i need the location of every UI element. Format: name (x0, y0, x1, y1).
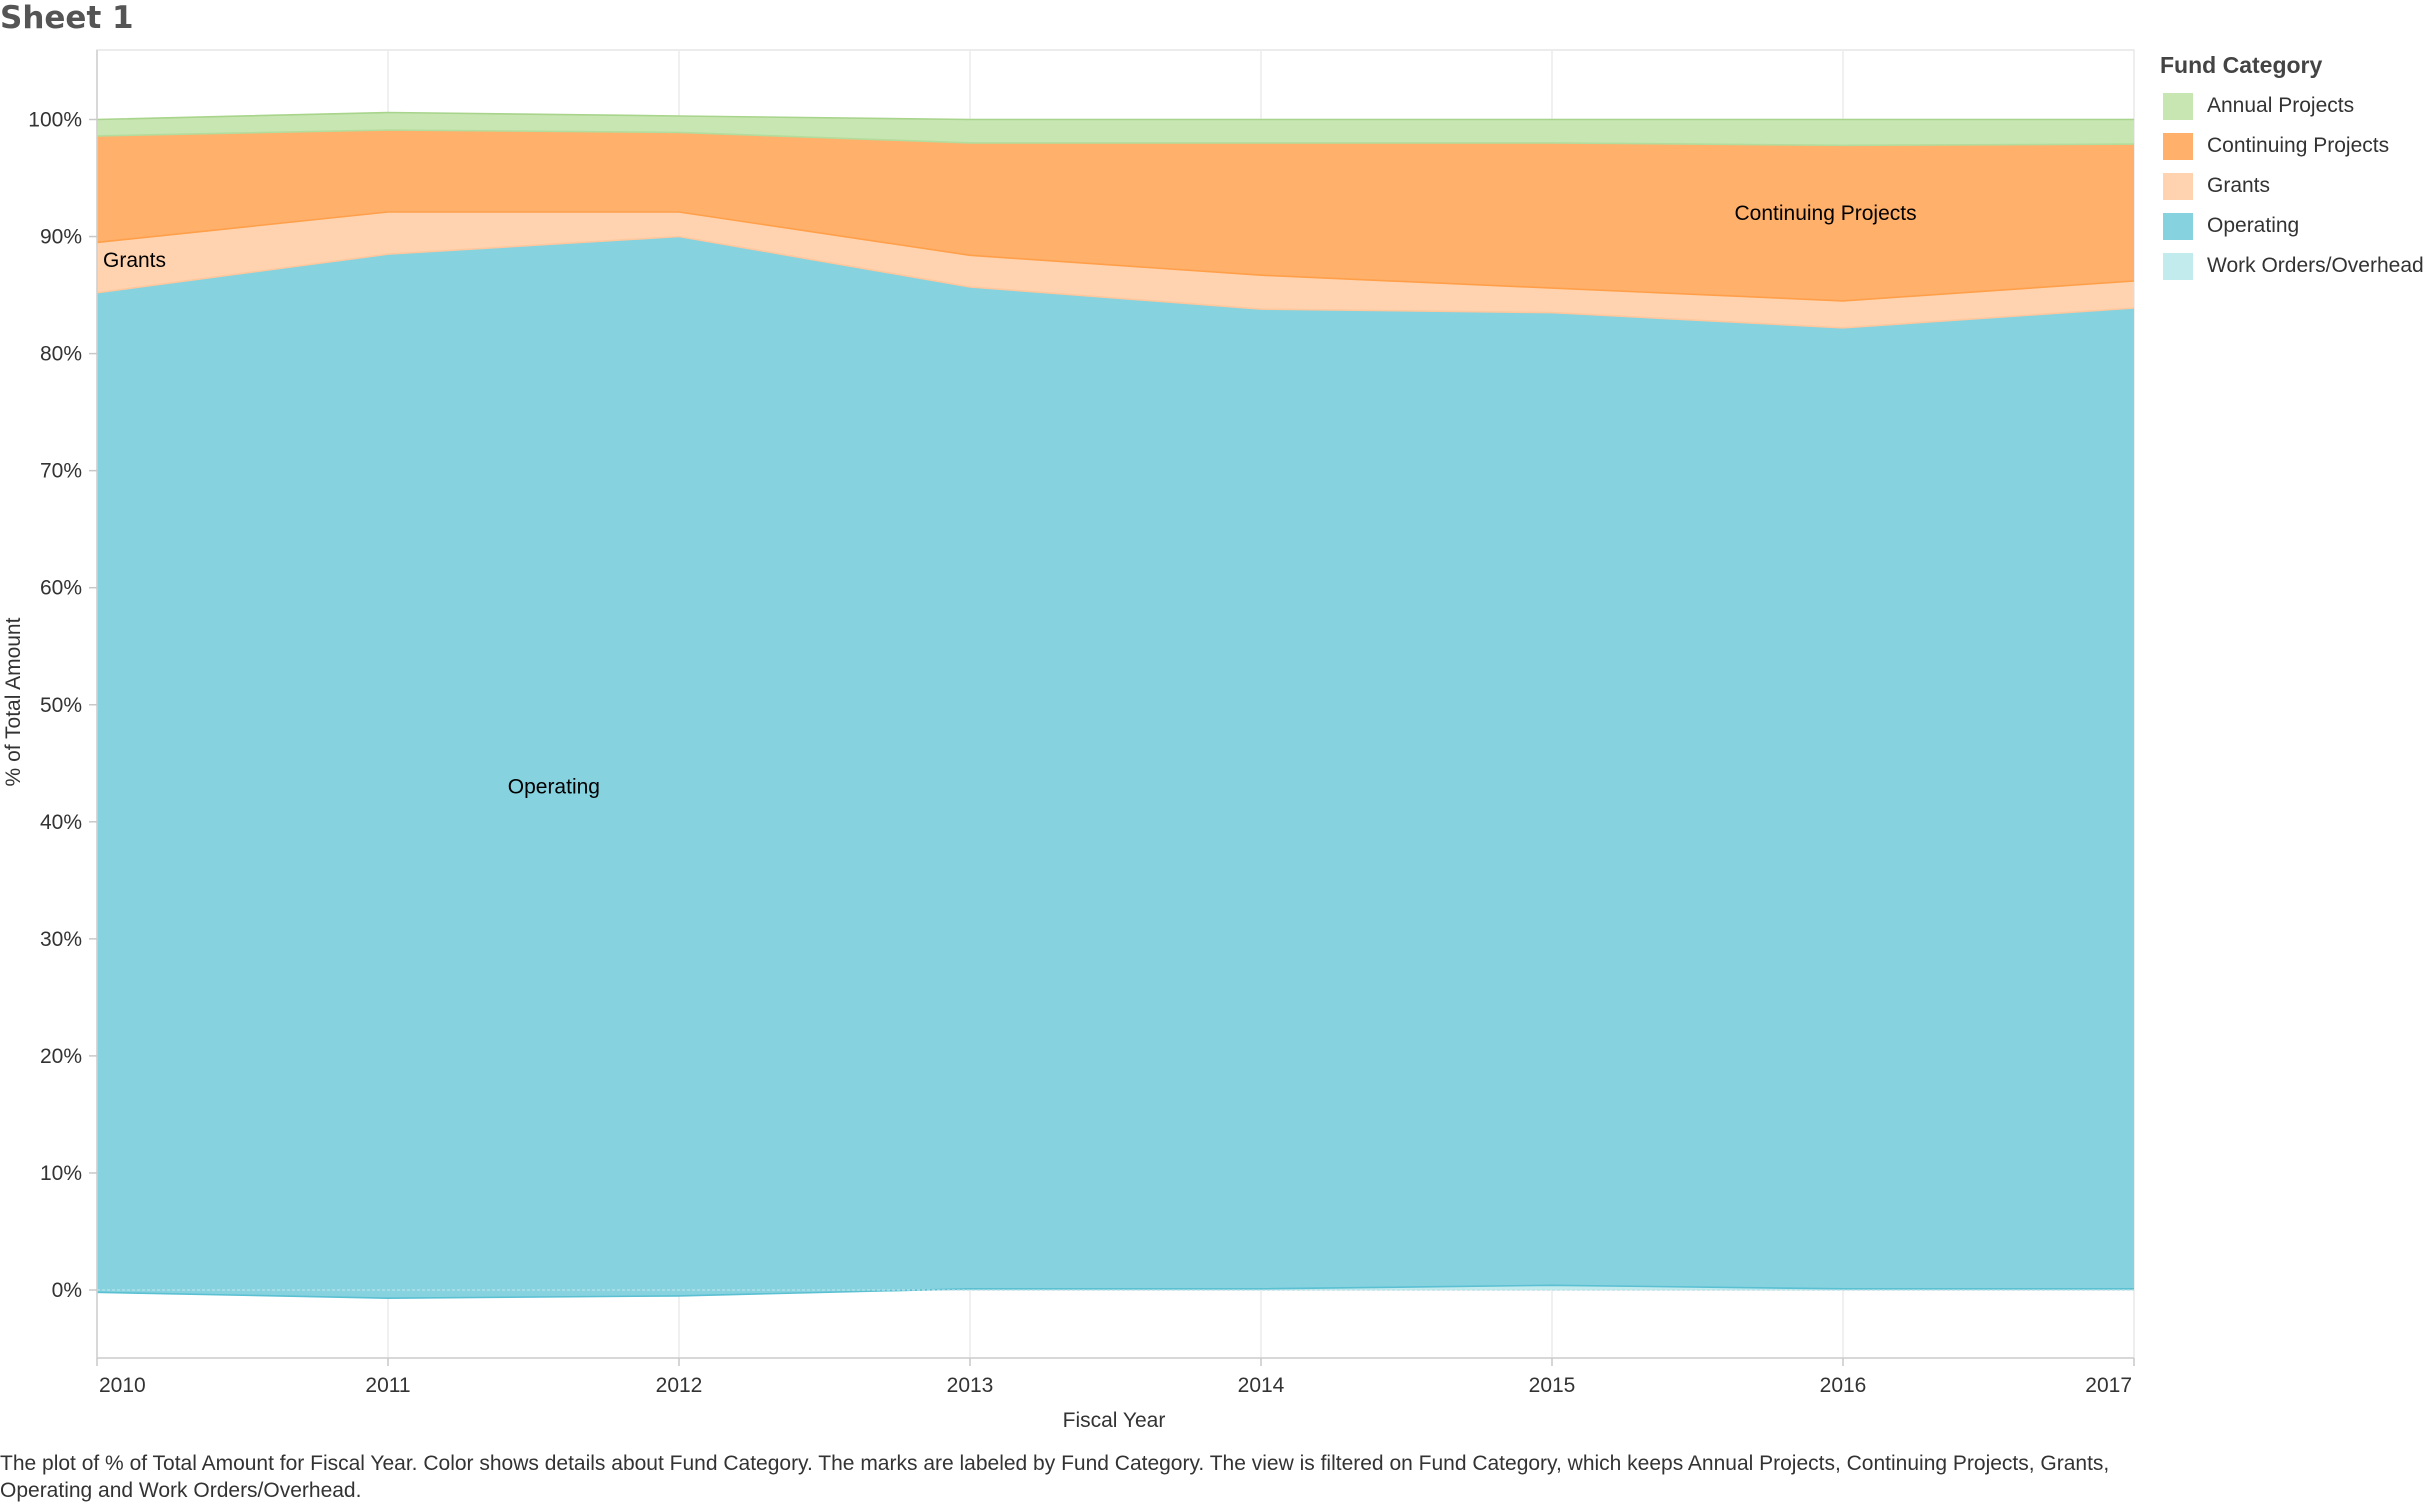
area-grants (97, 212, 2134, 328)
legend-item-operating[interactable]: Operating (2160, 206, 2428, 246)
y-tick-label: 70% (40, 460, 82, 483)
mark-label: Continuing Projects (1734, 202, 1916, 225)
legend-item-annual-projects[interactable]: Annual Projects (2160, 86, 2428, 126)
axes (89, 50, 2135, 1366)
legend-swatch (2163, 212, 2193, 240)
legend-label: Continuing Projects (2207, 134, 2390, 157)
legend-swatch (2163, 92, 2193, 120)
legend-label: Grants (2207, 174, 2271, 197)
legend-label: Work Orders/Overhead (2207, 254, 2424, 277)
x-tick-label: 2012 (656, 1374, 703, 1397)
area-edges (96, 111, 2135, 1300)
area-continuing-projects (97, 130, 2134, 301)
legend: Fund Category Annual Projects Continuing… (2160, 52, 2428, 286)
edge-grants (96, 211, 2135, 302)
y-tick-label: 20% (40, 1045, 82, 1068)
edge-work-orders-overhead (96, 1284, 2134, 1300)
chart-caption: The plot of % of Total Amount for Fiscal… (0, 1452, 2110, 1502)
legend-swatch (2163, 132, 2193, 160)
legend-item-work-orders-overhead[interactable]: Work Orders/Overhead (2160, 246, 2428, 286)
legend-item-grants[interactable]: Grants (2160, 166, 2428, 206)
legend-swatch (2163, 252, 2193, 280)
legend-item-continuing-projects[interactable]: Continuing Projects (2160, 126, 2428, 166)
edge-continuing-projects (96, 129, 2135, 147)
mark-label: Grants (103, 249, 166, 272)
legend-swatch (2163, 172, 2193, 200)
legend-title: Fund Category (2160, 52, 2323, 78)
area-annual-projects (97, 112, 2134, 146)
legend-label: Operating (2207, 214, 2300, 237)
y-tick-label: 30% (40, 928, 82, 951)
x-tick-label: 2013 (947, 1374, 994, 1397)
mark-labels: Grants Operating Continuing Projects (103, 202, 1917, 799)
area-operating (97, 236, 2134, 1299)
y-tick-label: 100% (28, 109, 82, 132)
legend-label: Annual Projects (2207, 94, 2355, 117)
sheet-title: Sheet 1 (0, 0, 134, 36)
edge-annual-projects (96, 111, 2134, 121)
y-axis-title: % of Total Amount (2, 617, 25, 786)
x-tick-labels: 2010 2011 2012 2013 2014 2015 2016 2017 (99, 1374, 2132, 1397)
y-tick-label: 50% (40, 694, 82, 717)
x-tick-label: 2011 (365, 1374, 410, 1397)
x-tick-label: 2010 (99, 1374, 146, 1397)
y-tick-label: 60% (40, 577, 82, 600)
edge-operating (96, 235, 2135, 329)
x-tick-label: 2014 (1238, 1374, 1285, 1397)
y-tick-label: 80% (40, 343, 82, 366)
x-tick-label: 2016 (1820, 1374, 1867, 1397)
x-tick-label: 2017 (2085, 1374, 2132, 1397)
y-tick-label: 0% (52, 1279, 82, 1302)
x-axis-title: Fiscal Year (1063, 1409, 1166, 1432)
y-tick-label: 90% (40, 226, 82, 249)
y-tick-labels: 0% 10% 20% 30% 40% 50% 60% 70% 80% 90% 100% (28, 109, 82, 1303)
y-tick-label: 40% (40, 811, 82, 834)
mark-label: Operating (508, 776, 600, 799)
y-tick-label: 10% (40, 1162, 82, 1185)
stacked-areas (97, 112, 2134, 1299)
x-tick-label: 2015 (1529, 1374, 1576, 1397)
